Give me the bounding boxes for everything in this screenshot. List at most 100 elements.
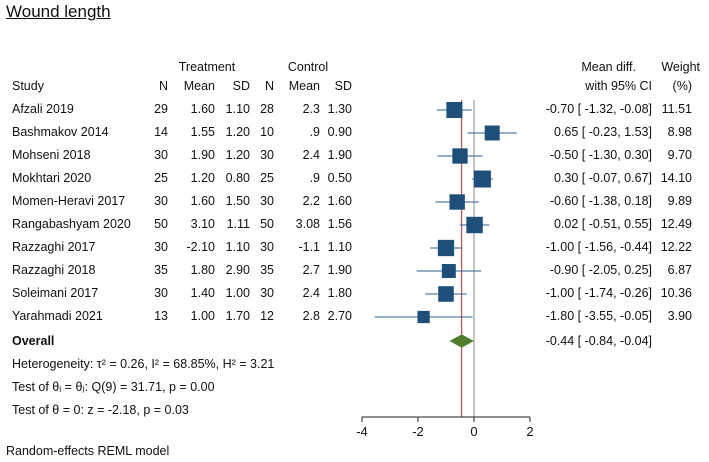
heterogeneity-text: Heterogeneity: τ² = 0.26, I² = 68.85%, H…: [12, 357, 275, 371]
control-mean: 2.2: [302, 194, 320, 208]
control-n: 35: [260, 263, 274, 277]
study-label: Yarahmadi 2021: [12, 309, 103, 323]
treatment-sd: 2.90: [225, 263, 250, 277]
control-sd: 1.10: [327, 240, 352, 254]
control-sd: 2.70: [327, 309, 352, 323]
effect-marker: [438, 286, 454, 302]
control-n: 30: [260, 194, 274, 208]
control-n: 25: [260, 171, 274, 185]
control-mean: 2.3: [302, 102, 320, 116]
treatment-n-header: N: [158, 79, 168, 93]
treatment-n: 30: [154, 148, 168, 162]
study-label: Mohseni 2018: [12, 148, 91, 162]
treatment-sd: 1.70: [225, 309, 250, 323]
ci-text: 0.02 [ -0.51, 0.55]: [554, 217, 652, 231]
treatment-mean: 1.40: [190, 286, 215, 300]
control-n-header: N: [264, 79, 274, 93]
ci-text: 0.30 [ -0.07, 0.67]: [554, 171, 652, 185]
control-sd: 1.56: [327, 217, 352, 231]
treatment-mean: -2.10: [186, 240, 216, 254]
treatment-n: 30: [154, 240, 168, 254]
treatment-sd: 1.20: [225, 148, 250, 162]
treatment-sd: 1.10: [225, 102, 250, 116]
treatment-mean: 1.00: [190, 309, 215, 323]
treatment-sd-header: SD: [232, 79, 250, 93]
treatment-mean: 1.90: [190, 148, 215, 162]
x-tick-label: 2: [526, 424, 533, 439]
ci-text: -0.70 [ -1.32, -0.08]: [545, 102, 652, 116]
control-sd: 1.60: [327, 194, 352, 208]
ci-header: with 95% CI: [585, 79, 652, 93]
mean-diff-header: Mean diff.: [581, 60, 636, 74]
control-n: 30: [260, 286, 274, 300]
study-label: Momen-Heravi 2017: [12, 194, 126, 208]
control-mean: 2.4: [302, 286, 320, 300]
overall-ci-text: -0.44 [ -0.84, -0.04]: [545, 334, 652, 348]
control-sd: 0.90: [327, 125, 352, 139]
ci-text: -0.50 [ -1.30, 0.30]: [549, 148, 652, 162]
treatment-sd: 1.20: [225, 125, 250, 139]
weight-value: 6.87: [667, 263, 692, 277]
overall-label: Overall: [12, 334, 55, 348]
control-sd: 1.30: [327, 102, 352, 116]
control-n: 10: [260, 125, 274, 139]
treatment-n: 14: [154, 125, 168, 139]
treatment-n: 35: [154, 263, 168, 277]
weight-value: 8.98: [667, 125, 692, 139]
weight-value: 12.49: [660, 217, 692, 231]
effect-marker: [466, 216, 483, 234]
weight-value: 3.90: [667, 309, 692, 323]
control-mean: 2.8: [302, 309, 320, 323]
treatment-sd: 1.11: [226, 217, 250, 231]
weight-unit-header: (%): [672, 79, 692, 93]
treatment-n: 29: [154, 102, 168, 116]
treatment-n: 13: [154, 309, 168, 323]
weight-value: 9.70: [667, 148, 692, 162]
treatment-mean: 1.20: [190, 171, 215, 185]
study-label: Bashmakov 2014: [12, 125, 109, 139]
treatment-n: 50: [154, 217, 168, 231]
control-n: 50: [260, 217, 274, 231]
test-theta-i-text: Test of θᵢ = θⱼ: Q(9) = 31.71, p = 0.00: [12, 380, 215, 394]
test-theta-0-text: Test of θ = 0: z = -2.18, p = 0.03: [12, 403, 189, 417]
overall-diamond: [449, 334, 474, 348]
weight-value: 11.51: [661, 102, 692, 116]
ci-text: -1.00 [ -1.74, -0.26]: [545, 286, 652, 300]
weight-value: 10.36: [660, 286, 692, 300]
study-label: Mokhtari 2020: [12, 171, 92, 185]
control-sd-header: SD: [334, 79, 352, 93]
control-sd: 1.90: [327, 263, 352, 277]
control-mean-header: Mean: [288, 79, 320, 93]
study-label: Razzaghi 2017: [12, 240, 96, 254]
ci-text: -1.80 [ -3.55, -0.05]: [545, 309, 652, 323]
x-tick-label: -2: [412, 424, 424, 439]
control-n: 30: [260, 148, 274, 162]
treatment-mean: 1.55: [190, 125, 215, 139]
treatment-n: 30: [154, 194, 168, 208]
treatment-sd: 0.80: [225, 171, 250, 185]
control-mean: 2.7: [302, 263, 320, 277]
ci-text: 0.65 [ -0.23, 1.53]: [554, 125, 652, 139]
treatment-n: 30: [154, 286, 168, 300]
treatment-mean: 3.10: [190, 217, 215, 231]
weight-header: Weight: [661, 60, 700, 74]
study-label: Afzali 2019: [12, 102, 74, 116]
treatment-mean: 1.80: [190, 263, 215, 277]
effect-marker: [437, 239, 455, 257]
treatment-mean-header: Mean: [183, 79, 215, 93]
control-n: 12: [260, 309, 274, 323]
study-label: Rangabashyam 2020: [12, 217, 131, 231]
weight-value: 12.22: [660, 240, 692, 254]
control-mean: .9: [309, 171, 320, 185]
effect-marker: [449, 194, 465, 210]
x-tick-label: 0: [470, 424, 477, 439]
study-label: Razzaghi 2018: [12, 263, 96, 277]
treatment-mean: 1.60: [190, 194, 215, 208]
effect-marker: [446, 101, 463, 119]
ci-text: -1.00 [ -1.56, -0.44]: [545, 240, 652, 254]
effect-marker: [417, 310, 430, 324]
effect-marker: [441, 264, 456, 278]
control-sd: 1.80: [327, 286, 352, 300]
study-header: Study: [12, 79, 44, 93]
